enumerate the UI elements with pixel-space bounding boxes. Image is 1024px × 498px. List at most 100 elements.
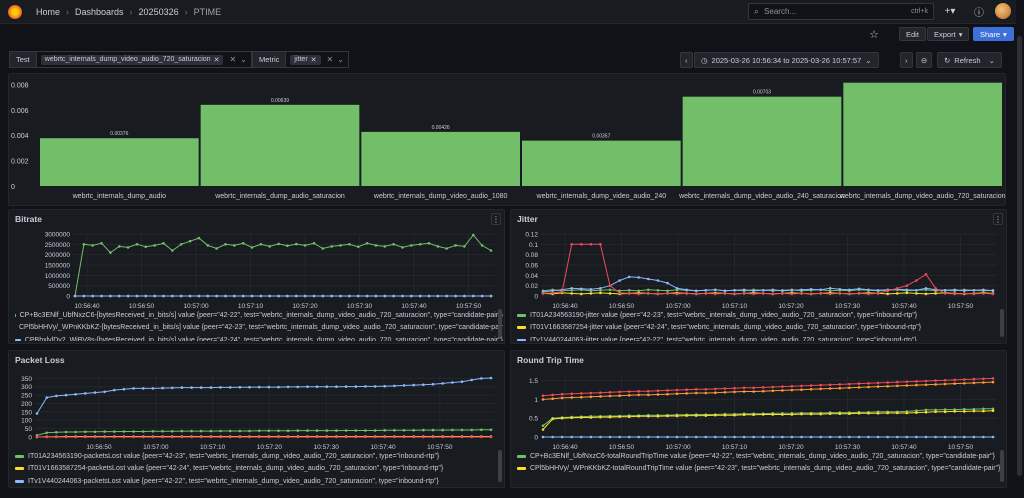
data-point	[867, 385, 870, 389]
zoom-out-button[interactable]: ⊖	[916, 52, 933, 68]
legend-scrollbar[interactable]	[1000, 309, 1004, 337]
legend-label: ITv1V440244063-jitter value {peer="42-22…	[530, 336, 917, 341]
legend-scrollbar[interactable]	[498, 450, 502, 482]
data-point	[924, 292, 928, 296]
data-point	[714, 292, 717, 296]
data-point	[742, 288, 746, 292]
data-point	[45, 435, 48, 439]
data-point	[144, 294, 148, 298]
legend-item[interactable]: IT01A234563190-jitter value {peer="42-23…	[517, 309, 1005, 322]
data-point	[151, 387, 155, 390]
legend-item[interactable]: CPl5bHHVy/_WPnKKbKZ-[bytesReceived_in_bi…	[15, 322, 503, 335]
breadcrumb-dashboards[interactable]: Dashboards	[75, 6, 124, 17]
data-point	[126, 246, 130, 249]
legend-item[interactable]: CP+Bc3ENlf_UbfNxzC6-totalRoundTripTime v…	[517, 450, 1005, 463]
data-point	[267, 435, 271, 439]
x-tick-label: webrtc_internals_dump_video_audio_240	[536, 193, 667, 200]
data-point	[924, 379, 928, 383]
legend-item[interactable]: IT01A234563190-packetsLost value {peer="…	[15, 450, 503, 463]
legend-item[interactable]: ITv1V440244063-jitter value {peer="42-22…	[517, 334, 1005, 341]
breadcrumb-separator-icon: ›	[66, 6, 70, 17]
data-point	[295, 294, 298, 298]
data-point	[809, 388, 813, 391]
data-point	[599, 243, 602, 246]
legend-item[interactable]: CPBhxlvlDy2_WjBV8s-[bytesReceived_in_bit…	[15, 334, 503, 341]
x-tick-label: 10:57:20	[257, 444, 283, 451]
variable-metric-select[interactable]: jitter ✕ ✕ ⌄	[286, 51, 349, 68]
data-point	[35, 412, 39, 415]
data-point	[886, 292, 889, 296]
variable-test-select[interactable]: webrtc_internals_dump_video_audio_720_sa…	[36, 51, 252, 68]
time-back-button[interactable]: ‹	[680, 52, 693, 68]
breadcrumb-folder[interactable]: 20250326	[138, 6, 179, 17]
data-point	[277, 435, 280, 439]
data-point	[608, 415, 612, 419]
legend-item[interactable]: IT01V1663587254-jitter value {peer="42-2…	[517, 322, 1005, 335]
grafana-logo-icon[interactable]	[8, 4, 22, 19]
search-input[interactable]: ⌕ Search... ctrl+k	[748, 3, 934, 20]
data-point	[723, 289, 727, 293]
export-button[interactable]: Export ▾	[927, 27, 970, 41]
time-forward-button[interactable]: ›	[900, 52, 913, 68]
panel-menu-icon[interactable]: ⋮	[993, 213, 1003, 225]
add-icon[interactable]: +▾	[944, 6, 956, 17]
clear-icon[interactable]: ✕	[229, 55, 237, 64]
data-point	[142, 387, 145, 390]
data-point	[560, 435, 564, 439]
data-point	[257, 435, 261, 439]
page-scrollbar[interactable]	[1017, 36, 1022, 476]
legend-item[interactable]: CPl5bHHVy/_WPnKKbKZ-totalRoundTripTime v…	[517, 463, 1005, 476]
y-tick-label: 3000000	[45, 232, 71, 239]
data-point	[714, 413, 717, 417]
data-point	[268, 294, 272, 298]
legend-label: IT01V1663587254-packetsLost value {peer=…	[28, 465, 444, 473]
search-icon: ⌕	[754, 6, 760, 16]
time-picker[interactable]: ◷ 2025-03-26 10:56:34 to 2025-03-26 10:57…	[694, 52, 879, 68]
data-point	[330, 245, 334, 248]
x-tick-label: 10:57:50	[948, 303, 974, 310]
chevron-down-icon[interactable]: ⌄	[337, 55, 344, 64]
data-point	[74, 430, 77, 434]
data-point	[599, 435, 602, 439]
data-point	[656, 435, 660, 439]
data-point	[685, 388, 688, 391]
help-icon[interactable]: ⓘ	[974, 8, 984, 19]
breadcrumb-home[interactable]: Home	[36, 6, 61, 17]
x-tick-label: 10:57:00	[665, 303, 691, 310]
data-point	[627, 435, 631, 439]
data-point	[924, 287, 928, 290]
data-point	[460, 428, 464, 432]
remove-icon[interactable]: ✕	[213, 56, 220, 64]
clear-icon[interactable]: ✕	[326, 55, 334, 64]
data-point	[771, 292, 775, 296]
legend-item[interactable]: IT01V1663587254-packetsLost value {peer=…	[15, 463, 503, 476]
zoom-out-icon: ⊖	[921, 55, 928, 65]
data-point	[259, 294, 263, 298]
data-point	[790, 385, 794, 388]
panel-menu-icon[interactable]: ⋮	[491, 213, 501, 225]
data-point	[618, 435, 621, 439]
legend-item[interactable]: ITv1V440244063-packetsLost value {peer="…	[15, 475, 503, 486]
data-point	[771, 389, 775, 393]
data-point	[800, 292, 803, 295]
legend-scrollbar[interactable]	[1000, 450, 1004, 482]
data-point	[991, 377, 995, 380]
data-point	[402, 435, 406, 439]
refresh-button[interactable]: ↻ Refresh ⌄	[937, 52, 1002, 68]
legend-item[interactable]: CP+Bc3ENlf_UbfNxzC6-[bytesReceived_in_bi…	[15, 309, 503, 322]
bar	[682, 96, 842, 186]
avatar[interactable]	[995, 3, 1011, 19]
legend-scrollbar[interactable]	[498, 309, 502, 337]
star-icon[interactable]: ☆	[869, 29, 879, 41]
data-point	[132, 435, 135, 439]
remove-icon[interactable]: ✕	[310, 56, 317, 64]
data-point	[402, 429, 406, 432]
edit-button[interactable]: Edit	[899, 27, 926, 41]
data-point	[427, 294, 431, 298]
data-point	[781, 389, 784, 392]
data-point	[982, 409, 985, 413]
share-button[interactable]: Share ▾	[973, 27, 1014, 41]
chevron-down-icon[interactable]: ⌄	[240, 55, 247, 64]
y-tick-label: 0.06	[525, 263, 538, 270]
data-point	[339, 244, 342, 247]
